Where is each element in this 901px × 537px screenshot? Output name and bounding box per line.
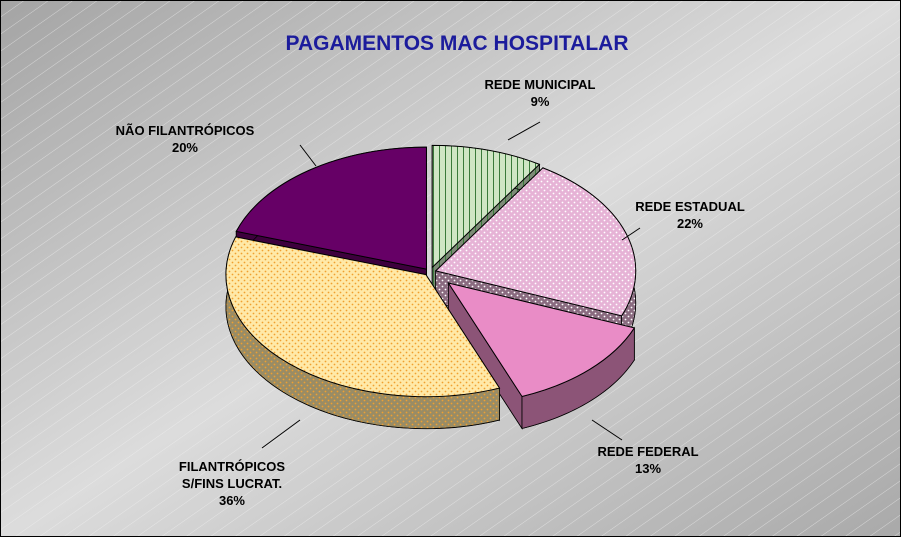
category-label: REDE MUNICIPAL: [484, 77, 596, 92]
category-label: NÃO FILANTRÓPICOS: [115, 123, 255, 138]
slice-label: NÃO FILANTRÓPICOS 20%: [116, 122, 255, 156]
pie-slice: [434, 167, 637, 317]
pie-slice: [225, 236, 501, 398]
pie-slice: [235, 146, 427, 270]
leader-line: [591, 419, 623, 441]
slice-label: REDE MUNICIPAL 9%: [485, 76, 596, 110]
value-label: 9%: [530, 94, 550, 109]
slice-label: REDE FEDERAL 13%: [597, 443, 698, 477]
category-label: REDE FEDERAL: [597, 444, 699, 459]
chart-title: PAGAMENTOS MAC HOSPITALAR: [285, 32, 629, 55]
leader-line: [621, 227, 641, 241]
value-label: 22%: [676, 216, 704, 231]
leader-line: [299, 144, 317, 167]
value-label: 20%: [171, 140, 199, 155]
category-label: FILANTRÓPICOS S/FINS LUCRAT.: [178, 459, 286, 491]
pie-slice: [447, 282, 636, 398]
value-label: 36%: [218, 493, 246, 508]
slice-label: FILANTRÓPICOS S/FINS LUCRAT. 36%: [179, 458, 285, 509]
leader-line: [261, 419, 301, 449]
leader-line: [507, 121, 541, 141]
pie-slice: [431, 144, 541, 269]
slice-label: REDE ESTADUAL 22%: [635, 198, 745, 232]
value-label: 13%: [634, 461, 662, 476]
category-label: REDE ESTADUAL: [635, 199, 745, 214]
